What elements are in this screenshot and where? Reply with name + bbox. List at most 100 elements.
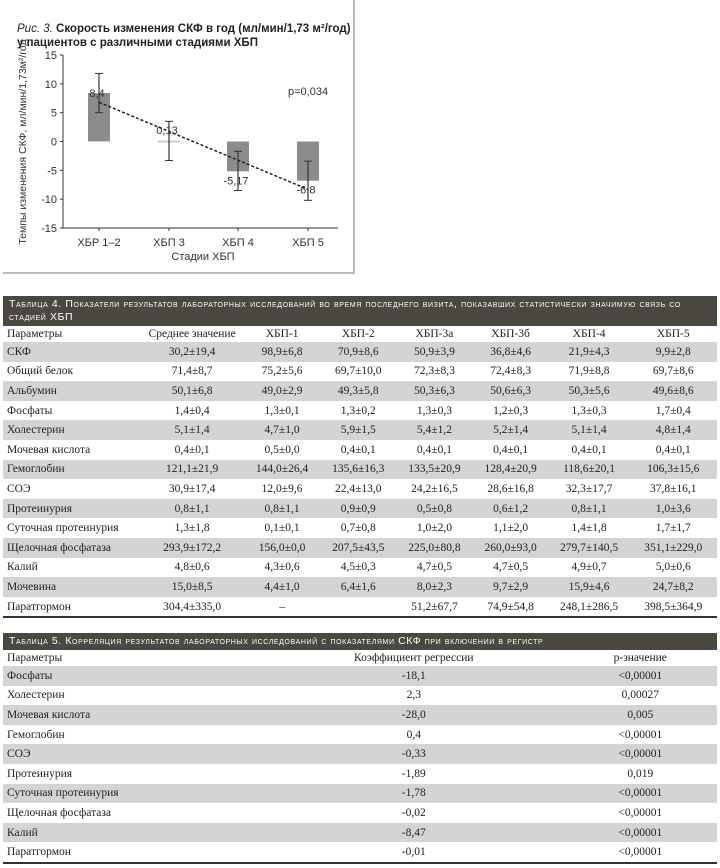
figure-title: Скорость изменения СКФ в год (мл/мин/1,7… — [17, 23, 351, 49]
table-row: Фосфаты -18,1 <0,00001 — [3, 666, 717, 686]
cell: -18,1 — [264, 666, 564, 686]
table-row: Гемоглобин 0,4 <0,00001 — [3, 725, 717, 745]
cell: <0,00001 — [563, 666, 717, 686]
cell: 5,9±1,5 — [320, 420, 397, 440]
table-row: Протеинурия 0,8±1,1 0,8±1,1 0,9±0,9 0,5±0,8 0… — [3, 498, 717, 519]
cell: <0,00001 — [563, 783, 717, 804]
table-row: Гемоглобин 121,1±21,9 144,0±26,4 135,6±16,3… — [3, 459, 717, 480]
row-label: Суточная протеинурия — [3, 783, 265, 804]
cell: 4,7±1,0 — [244, 420, 321, 440]
row-label: Паратгормон — [7, 600, 71, 613]
row-label: Фосфаты — [7, 404, 53, 417]
cell: -0,33 — [264, 744, 564, 764]
y-tick-label: 10 — [45, 79, 57, 91]
cell: 24,7±8,2 — [629, 577, 717, 597]
p-value-annotation: p=0,034 — [288, 86, 328, 98]
cell: 0,005 — [563, 705, 717, 725]
cell: 32,3±17,7 — [565, 482, 613, 495]
table-row: СОЭ -0,33 <0,00001 — [3, 744, 717, 764]
x-tick-label: ХБР 1–2 — [77, 237, 120, 249]
data-label: 8,4 — [89, 88, 104, 100]
column-header: ХБП-1 — [265, 328, 299, 340]
cell: 36,8±4,6 — [472, 342, 549, 362]
row-label: Альбумин — [3, 381, 141, 401]
cell: -8,47 — [264, 822, 564, 843]
cell: -1,78 — [264, 783, 564, 804]
cell: 279,7±140,5 — [548, 537, 630, 558]
cell: 1,0±3,6 — [629, 498, 717, 519]
cell: -0,02 — [401, 806, 426, 819]
column-header: ХБП-2 — [341, 328, 375, 340]
cell: 5,1±1,4 — [140, 420, 244, 440]
cell: 0,4 — [406, 728, 421, 741]
cell: 5,1±1,4 — [548, 420, 630, 440]
column-header: p-значение — [613, 652, 667, 664]
trend-line — [98, 101, 309, 191]
cell: <0,00001 — [563, 822, 717, 843]
row-label: Калий — [7, 561, 38, 574]
cell: -0,01 — [401, 846, 426, 859]
cell: 4,8±0,6 — [174, 561, 210, 574]
cell: 51,2±67,7 — [411, 600, 458, 613]
cell: 0,4±0,1 — [655, 443, 691, 456]
figure-caption: Рис. 3. Скорость изменения СКФ в год (мл… — [17, 22, 357, 50]
cell: 4,3±0,6 — [264, 561, 300, 574]
row-label: СКФ — [3, 342, 141, 362]
cell: 0,8±1,1 — [140, 498, 244, 519]
row-label: Протеинурия — [3, 498, 141, 519]
table-row: Протеинурия -1,89 0,019 — [3, 764, 717, 784]
cell: 2,3 — [406, 689, 421, 702]
cell: 156,0±0,0 — [244, 537, 321, 558]
row-label: Суточная протеинурия — [7, 522, 119, 535]
table-row: Паратгормон 304,4±335,0 – 51,2±67,7 74,9±54,… — [3, 597, 717, 618]
cell: 0,6±1,2 — [472, 498, 549, 519]
cell: <0,00001 — [618, 806, 663, 819]
cell: <0,00001 — [618, 846, 663, 859]
cell: – — [279, 600, 285, 613]
column-header: Среднее значение — [148, 328, 236, 340]
cell: 128,4±20,9 — [472, 459, 549, 480]
cell: 0,4±0,1 — [174, 443, 210, 456]
column-header: ХБП-3а — [415, 328, 454, 340]
cell: 0,4±0,1 — [571, 443, 607, 456]
table-row: Щелочная фосфатаза 293,9±172,2 156,0±0,0 20… — [3, 537, 717, 558]
cell: 4,7±0,5 — [493, 561, 529, 574]
cell: 49,0±2,9 — [244, 381, 321, 401]
cell: 1,3±1,8 — [174, 522, 210, 535]
cell: 69,7±10,0 — [334, 365, 382, 378]
cell: 0,4±0,1 — [493, 443, 529, 456]
cell: 50,1±6,8 — [140, 381, 244, 401]
cell: 72,4±8,3 — [490, 365, 531, 378]
cell: 49,6±8,6 — [629, 381, 717, 401]
cell: 50,3±5,6 — [548, 381, 630, 401]
row-label: СОЭ — [7, 482, 31, 495]
cell: 37,8±16,1 — [649, 482, 697, 495]
cell: 4,9±0,7 — [571, 561, 607, 574]
figure-3: Рис. 3. Скорость изменения СКФ в год (мл… — [3, 0, 355, 274]
column-header: Коэффициент регрессии — [354, 652, 474, 664]
table-row: Фосфаты 1,4±0,4 1,3±0,1 1,3±0,2 1,3±0,3 1,2±0… — [3, 401, 717, 421]
cell: 74,9±54,8 — [487, 600, 534, 613]
table-row: Альбумин 50,1±6,8 49,0±2,9 49,3±5,8 50,3±6,3… — [3, 381, 717, 401]
cell: 12,0±9,6 — [261, 482, 303, 495]
table-row: Мочевая кислота 0,4±0,1 0,5±0,0 0,4±0,1 0,4±… — [3, 440, 717, 460]
cell: 75,2±5,6 — [261, 365, 303, 378]
cell: 304,4±335,0 — [163, 600, 222, 613]
table-5-title: Таблица 5. Корреляция результатов лабора… — [3, 633, 717, 650]
cell: 1,3±0,3 — [416, 404, 452, 417]
row-label: Общий белок — [7, 365, 74, 378]
cell: 5,0±0,6 — [655, 561, 691, 574]
cell: 135,6±16,3 — [320, 459, 397, 480]
cell: 0,1±0,1 — [264, 522, 300, 535]
cell: 225,0±80,8 — [396, 537, 473, 558]
table-row: Калий -8,47 <0,00001 — [3, 822, 717, 843]
cell: 248,1±286,5 — [560, 600, 619, 613]
cell: 0,5±0,8 — [396, 498, 473, 519]
cell: 50,6±6,3 — [472, 381, 549, 401]
y-tick-label: -5 — [47, 165, 57, 177]
row-label: Гемоглобин — [3, 459, 141, 480]
cell: -28,0 — [264, 705, 564, 725]
row-label: Калий — [3, 822, 265, 843]
table-row: Общий белок 71,4±8,7 75,2±5,6 69,7±10,0 72,3… — [3, 362, 717, 382]
